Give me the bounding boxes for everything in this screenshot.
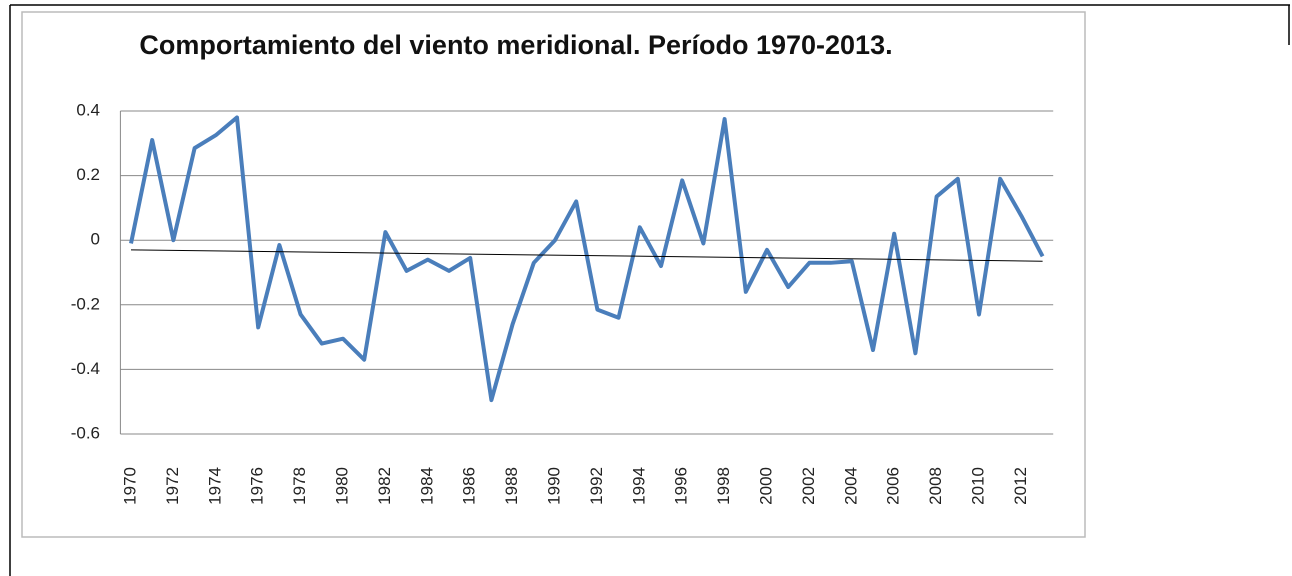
x-tick-label: 1996 xyxy=(672,467,691,505)
x-tick-label: 1984 xyxy=(417,467,436,505)
x-tick-label: 2002 xyxy=(799,467,818,505)
x-tick-label: 2010 xyxy=(968,467,987,505)
x-tick-label: 1990 xyxy=(544,467,563,505)
y-tick-label: -0.6 xyxy=(71,423,100,442)
y-tick-label: -0.2 xyxy=(71,294,100,313)
x-tick-label: 1992 xyxy=(587,467,606,505)
x-tick-label: 2000 xyxy=(756,467,775,505)
y-tick-label: -0.4 xyxy=(71,359,100,378)
x-tick-label: 2006 xyxy=(884,467,903,505)
y-tick-label: 0 xyxy=(91,230,100,249)
chart-border xyxy=(21,11,1086,538)
x-tick-label: 1982 xyxy=(375,467,394,505)
x-tick-label: 1980 xyxy=(332,467,351,505)
x-tick-label: 1994 xyxy=(629,467,648,505)
x-tick-label: 1988 xyxy=(502,467,521,505)
trend-line xyxy=(130,249,1043,262)
chart-title: Comportamiento del viento meridional. Pe… xyxy=(139,30,893,60)
x-tick-label: 1976 xyxy=(248,467,267,505)
x-tick-label: 1986 xyxy=(460,467,479,505)
y-tick-label: 0.4 xyxy=(76,100,100,119)
x-tick-label: 1998 xyxy=(714,467,733,505)
x-tick-label: 1970 xyxy=(120,467,139,505)
x-tick-label: 2008 xyxy=(926,467,945,505)
x-tick-label: 2012 xyxy=(1011,467,1030,505)
x-tick-label: 1974 xyxy=(205,467,224,505)
x-tick-label: 1978 xyxy=(290,467,309,505)
y-tick-label: 0.2 xyxy=(76,165,100,184)
x-tick-label: 2004 xyxy=(841,467,860,505)
x-tick-label: 1972 xyxy=(163,467,182,505)
